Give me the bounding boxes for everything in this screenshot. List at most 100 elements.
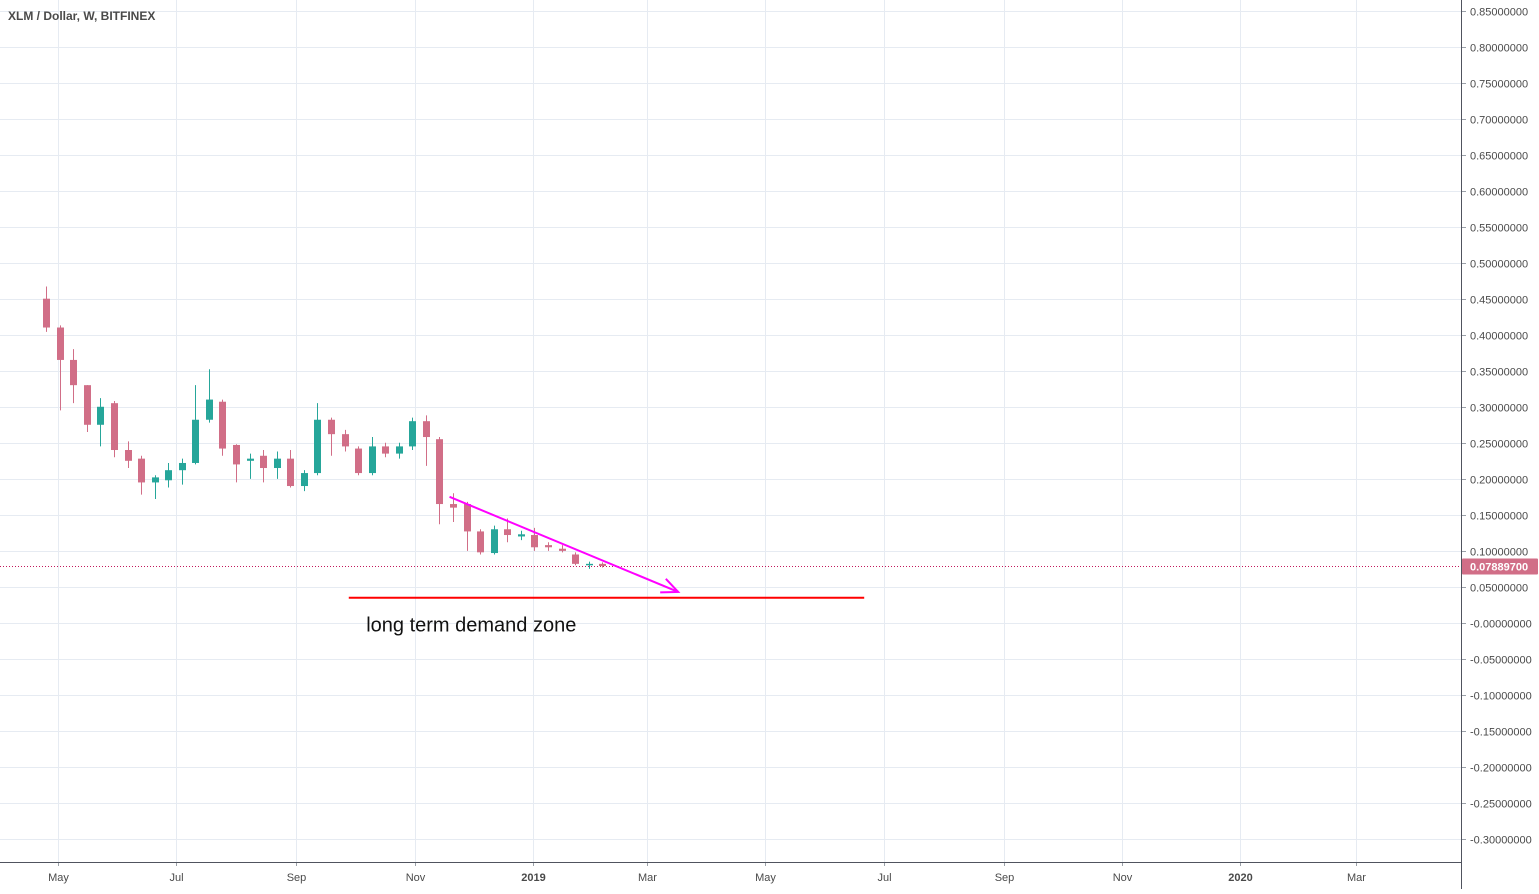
x-tick-label: Jul (169, 872, 183, 884)
candle (328, 417, 335, 456)
candle-body (192, 419, 199, 463)
trend-arrow-line (449, 495, 679, 593)
candle-body (518, 534, 525, 537)
candle (57, 325, 64, 411)
candle (206, 369, 213, 423)
x-tick-label: May (48, 872, 69, 884)
x-tick-label: Mar (1347, 872, 1366, 884)
candle-body (559, 548, 566, 551)
candle (382, 442, 389, 458)
candle (274, 451, 281, 479)
candle-body (396, 446, 403, 454)
candle (138, 455, 145, 495)
candle (477, 529, 484, 555)
y-tick-label: 0.55000000 (1470, 223, 1528, 235)
candle-body (233, 444, 240, 465)
candle-body (125, 450, 132, 461)
candle-body (369, 446, 376, 474)
y-tick-label: 0.05000000 (1470, 583, 1528, 595)
candle-body (477, 531, 484, 553)
x-tick-label: 2019 (521, 872, 545, 884)
candle-body (152, 477, 159, 483)
y-tick-label: 0.60000000 (1470, 187, 1528, 199)
candle-body (301, 473, 308, 487)
y-tick-label: -0.15000000 (1470, 727, 1532, 739)
y-tick-label: -0.10000000 (1470, 691, 1532, 703)
drawing-layer: long term demand zone (0, 495, 1461, 636)
candle (43, 286, 50, 332)
candle-body (84, 385, 91, 425)
candle (314, 403, 321, 476)
candle-layer (43, 286, 606, 569)
y-tick-label: 0.70000000 (1470, 115, 1528, 127)
candle-body (97, 406, 104, 425)
x-tick-label: Jul (877, 872, 891, 884)
x-tick-label: Sep (995, 872, 1015, 884)
y-tick-label: -0.05000000 (1470, 655, 1532, 667)
y-tick-label: 0.25000000 (1470, 439, 1528, 451)
x-tick-label: Sep (287, 872, 307, 884)
x-tick-label: Nov (406, 872, 426, 884)
candle (125, 441, 132, 469)
candle (572, 552, 579, 566)
candle (84, 385, 91, 432)
last-price-label: 0.07889700 (1470, 562, 1528, 574)
candle (491, 525, 498, 555)
candle (599, 562, 606, 568)
candle (436, 437, 443, 525)
candle (464, 501, 471, 551)
candle-body (504, 529, 511, 536)
candle-body (545, 545, 552, 548)
candle (518, 530, 525, 541)
y-tick-label: 0.65000000 (1470, 151, 1528, 163)
candle (192, 385, 199, 465)
candle (301, 470, 308, 492)
candle-body (599, 563, 606, 567)
y-tick-label: 0.40000000 (1470, 331, 1528, 343)
candle-body (491, 529, 498, 554)
candle-body (111, 403, 118, 451)
candle-body (179, 462, 186, 471)
y-tick-label: 0.20000000 (1470, 475, 1528, 487)
candle (355, 446, 362, 476)
candle-body (219, 401, 226, 449)
candle-body (206, 399, 213, 420)
x-tick-label: 2020 (1228, 872, 1252, 884)
candle-body (314, 419, 321, 474)
candle (545, 542, 552, 551)
y-tick-label: 0.50000000 (1470, 259, 1528, 271)
y-tick-label: 0.85000000 (1470, 7, 1528, 19)
candle (559, 545, 566, 553)
candle-body (138, 458, 145, 483)
y-tick-label: -0.30000000 (1470, 835, 1532, 847)
candle (586, 561, 593, 569)
y-tick-label: 0.35000000 (1470, 367, 1528, 379)
trend-arrow-head (660, 578, 681, 594)
candle (287, 450, 294, 488)
candle (219, 399, 226, 456)
x-tick-label: May (755, 872, 776, 884)
candle-body (572, 554, 579, 564)
candle-body (260, 455, 267, 469)
candle (342, 429, 349, 452)
candle-body (70, 359, 77, 386)
candle-body (586, 563, 593, 566)
candle (97, 398, 104, 447)
candle (165, 462, 172, 488)
candle-body (342, 434, 349, 447)
x-tick-label: Mar (638, 872, 657, 884)
candle (423, 415, 430, 466)
candle (152, 475, 159, 499)
y-tick-label: -0.20000000 (1470, 763, 1532, 775)
candle (247, 453, 254, 479)
symbol-title: XLM / Dollar, W, BITFINEX (8, 9, 156, 23)
y-tick-label: 0.75000000 (1470, 79, 1528, 91)
demand-zone-label: long term demand zone (366, 614, 576, 636)
candle-body (382, 446, 389, 454)
candle-body (274, 458, 281, 469)
y-tick-label: 0.15000000 (1470, 511, 1528, 523)
candle-body (450, 504, 457, 508)
candle-body (328, 419, 335, 435)
